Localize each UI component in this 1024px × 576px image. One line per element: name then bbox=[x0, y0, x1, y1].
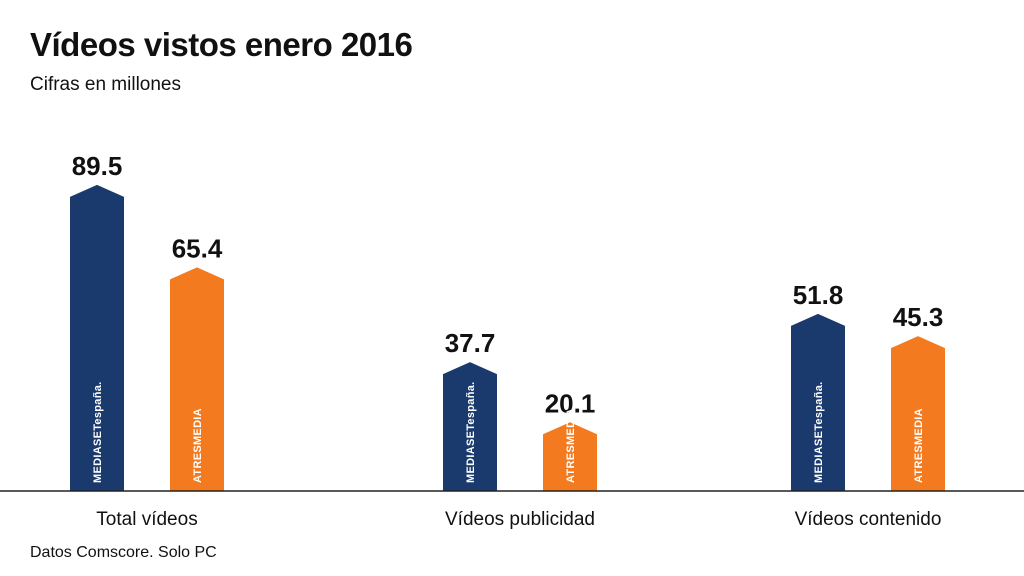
bar bbox=[891, 336, 945, 491]
value-label: 65.4 bbox=[172, 233, 223, 263]
category-label: Vídeos publicidad bbox=[445, 509, 595, 530]
series-brand-label: ATRESMEDIA bbox=[192, 408, 204, 483]
series-brand-label: MEDIASETespaña. bbox=[465, 382, 477, 484]
bar bbox=[791, 313, 845, 491]
value-label: 89.5 bbox=[72, 151, 123, 181]
value-label: 20.1 bbox=[545, 388, 596, 418]
bar bbox=[170, 267, 224, 491]
bar bbox=[443, 362, 497, 491]
category-label: Total vídeos bbox=[96, 509, 197, 530]
bar bbox=[70, 184, 124, 491]
source-note: Datos Comscore. Solo PC bbox=[30, 544, 217, 561]
value-label: 45.3 bbox=[893, 302, 944, 332]
series-brand-label: ATRESMEDIA bbox=[565, 408, 577, 483]
chart-title: Vídeos vistos enero 2016 bbox=[30, 26, 413, 63]
series-brand-label: MEDIASETespaña. bbox=[813, 382, 825, 484]
bar bbox=[543, 422, 597, 491]
value-label: 51.8 bbox=[793, 280, 844, 310]
category-label: Vídeos contenido bbox=[795, 509, 942, 530]
value-label: 37.7 bbox=[445, 328, 496, 358]
chart-subtitle: Cifras en millones bbox=[30, 74, 181, 95]
series-brand-label: MEDIASETespaña. bbox=[92, 382, 104, 484]
series-brand-label: ATRESMEDIA bbox=[913, 408, 925, 483]
